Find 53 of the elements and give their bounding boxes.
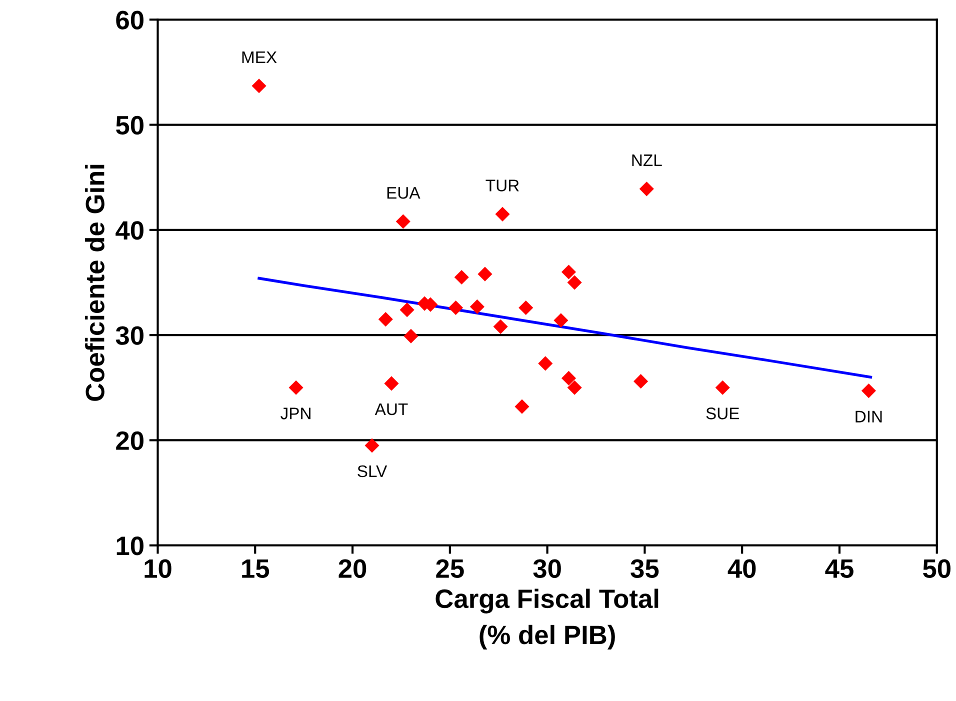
point [514, 399, 530, 414]
annotation: EUA [387, 187, 420, 199]
point [448, 300, 464, 316]
x-tick-label: 35 [630, 559, 659, 578]
point [404, 328, 418, 344]
annotation: AUT [374, 404, 408, 416]
x-tick-label: 40 [728, 559, 756, 578]
point [252, 78, 266, 94]
annotation: JPN [280, 408, 310, 420]
annotation: SUE [706, 408, 740, 420]
annotation: TUR [486, 180, 519, 192]
point [567, 380, 582, 395]
point [561, 370, 576, 386]
x-tick-label: 45 [825, 560, 854, 578]
annotation: MEX [242, 52, 277, 63]
point [378, 312, 393, 327]
point [384, 376, 399, 391]
point [495, 206, 510, 222]
annotation: NZL [632, 154, 662, 166]
x-tick-label: 15 [242, 560, 270, 578]
point [454, 270, 469, 285]
point [861, 384, 876, 398]
point [518, 300, 534, 316]
point [554, 313, 568, 328]
x-tick-label: 30 [533, 559, 561, 578]
y-axis-title: Coeficiente de Gini [85, 164, 104, 401]
point [561, 264, 576, 280]
point [567, 275, 582, 290]
x-axis-title: Carga Fiscal Total (% del PIB) [436, 588, 658, 650]
point [715, 380, 730, 395]
x-tick-label: 20 [338, 559, 366, 578]
point [634, 374, 648, 389]
y-tick-label: 10 [116, 536, 144, 556]
point [364, 438, 380, 453]
point [396, 214, 410, 229]
y-tick-label: 20 [116, 431, 144, 450]
point [538, 356, 553, 371]
point [288, 380, 304, 395]
annotation: SLV [358, 465, 388, 478]
x-tick-label: 10 [144, 559, 172, 578]
annotation: DIN [856, 410, 882, 422]
point [639, 182, 654, 196]
point [400, 302, 414, 318]
point [478, 266, 492, 282]
line-series [258, 276, 872, 379]
y-tick-label: 40 [116, 221, 144, 240]
point [493, 319, 508, 334]
y-tick-label: 30 [116, 326, 144, 345]
point [470, 299, 484, 314]
y-tick-label: 60 [116, 10, 144, 30]
x-tick-label: 25 [436, 559, 464, 578]
y-tick-label: 50 [116, 116, 144, 135]
x-tick-label: 50 [923, 559, 950, 578]
